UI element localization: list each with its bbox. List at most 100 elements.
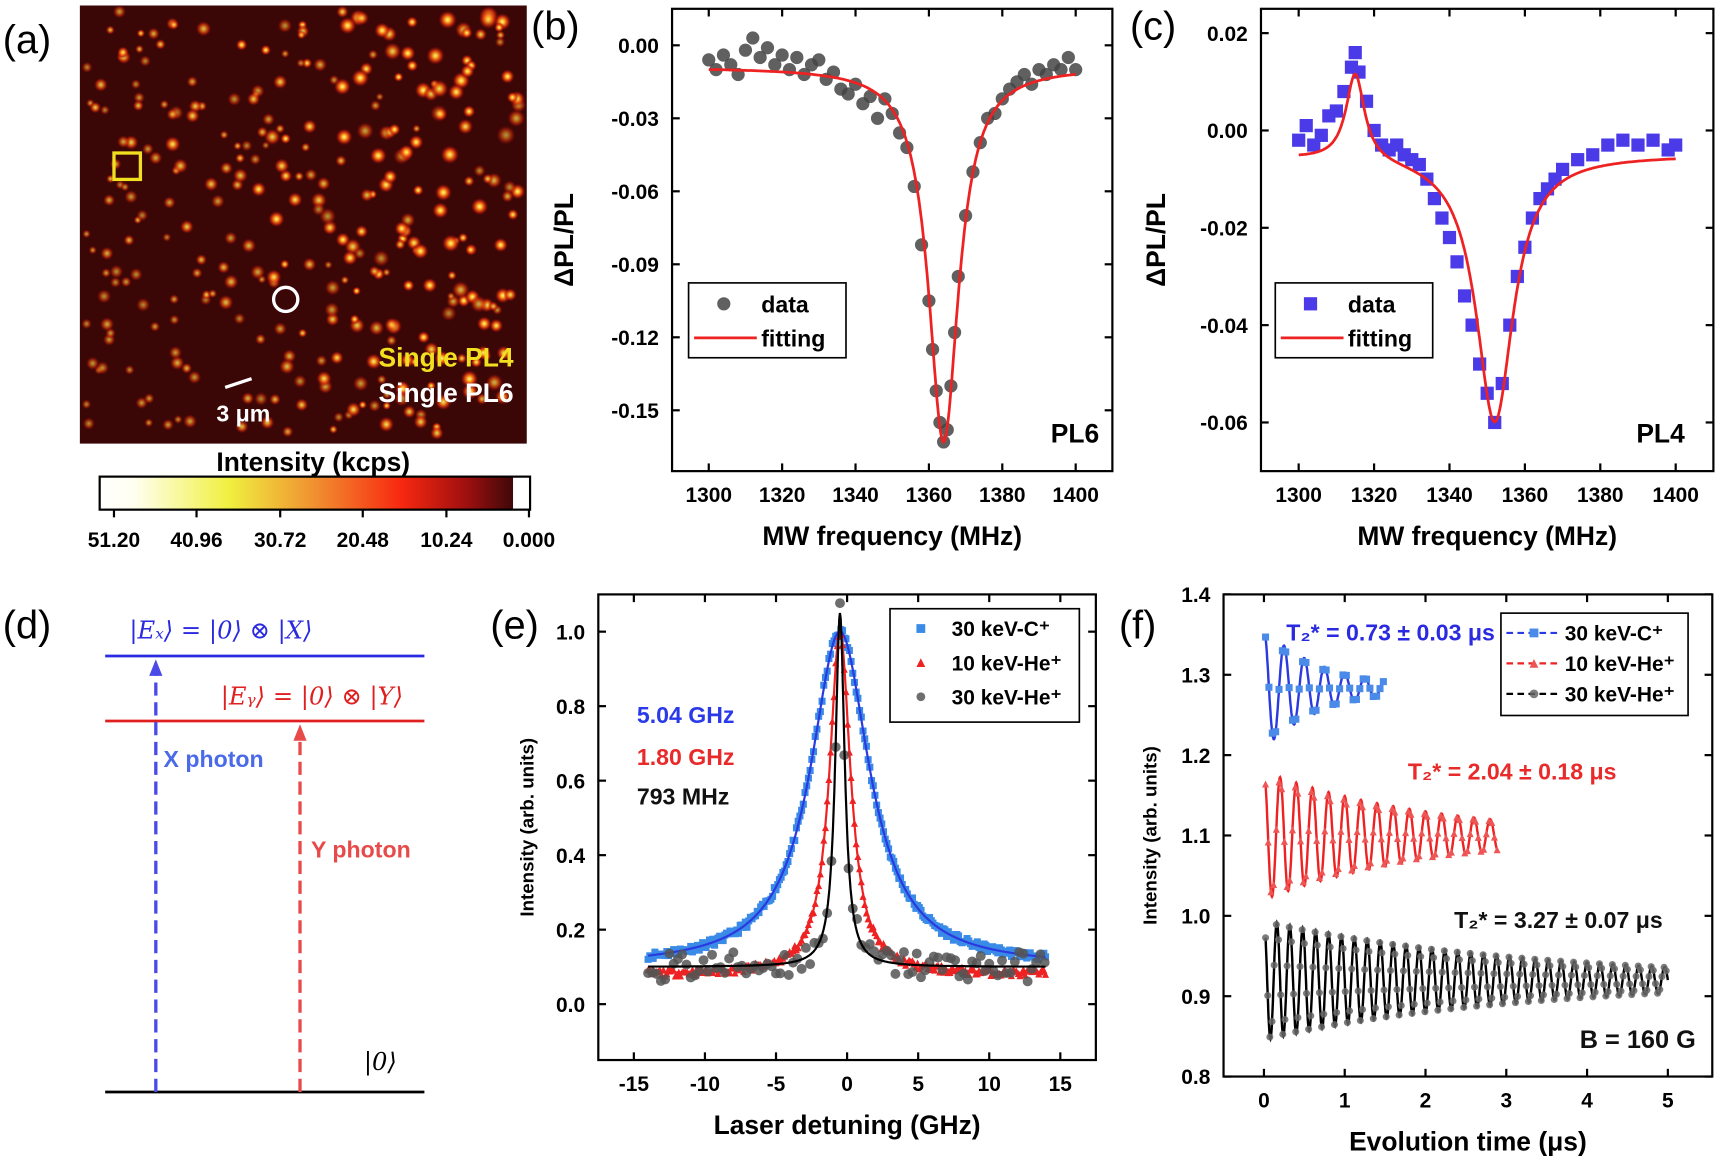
data-point	[1324, 930, 1332, 938]
pl-spot	[227, 91, 242, 107]
data-point	[746, 31, 760, 45]
x-tick-label: 0	[841, 1073, 853, 1096]
y-tick-label: 1.3	[1181, 664, 1210, 687]
data-point	[1617, 987, 1625, 995]
data-point	[702, 53, 716, 67]
pl-spot	[384, 317, 399, 332]
data-point	[1567, 971, 1575, 979]
pl-spot	[478, 10, 499, 30]
data-point	[1481, 958, 1489, 966]
x-axis-label: Laser detuning (GHz)	[714, 1110, 981, 1140]
pl-spot	[422, 277, 438, 294]
data-point	[914, 238, 929, 252]
pl-spot	[506, 91, 519, 104]
data-point	[1274, 936, 1283, 944]
x-tick-label: 1300	[1275, 484, 1322, 507]
pl-spot	[470, 356, 483, 369]
pl-spot	[168, 19, 180, 30]
data-point	[694, 965, 705, 976]
data-point	[1616, 133, 1630, 147]
y-tick-label: 1.0	[1181, 906, 1210, 929]
data-point	[1279, 1030, 1287, 1038]
colorbar-tick-label: 20.48	[337, 529, 389, 552]
data-point	[1434, 829, 1442, 837]
x-tick-label: 1400	[1652, 484, 1699, 507]
data-point	[1318, 1023, 1326, 1031]
data-point	[1280, 837, 1288, 845]
data-point	[731, 969, 739, 977]
data-point	[1423, 812, 1431, 820]
data-point	[1455, 816, 1463, 824]
pl-spot	[315, 370, 333, 387]
data-point	[702, 966, 713, 977]
data-point	[1520, 960, 1528, 968]
data-point	[1288, 826, 1297, 834]
data-point	[1479, 951, 1487, 959]
data-point	[1404, 951, 1412, 959]
pl-spot	[129, 267, 144, 282]
data-point	[781, 867, 789, 875]
level-ey-label: |Eᵧ⟩ = |0⟩ ⊗ |Y⟩	[221, 682, 403, 711]
legend	[687, 282, 847, 359]
y-tick-label: 0.9	[1181, 986, 1210, 1009]
pl-spot	[378, 416, 395, 433]
pl-spot	[413, 414, 429, 430]
data-point	[1509, 982, 1517, 990]
pl-spot	[406, 59, 419, 72]
data-point	[681, 959, 692, 970]
y-tick-label: -0.12	[611, 327, 659, 350]
data-point	[886, 950, 897, 961]
data-point	[1313, 836, 1321, 844]
pl-spot	[495, 125, 516, 146]
pl-spot	[368, 265, 381, 278]
data-point	[1369, 828, 1377, 836]
pl-spot	[280, 49, 290, 59]
data-point	[1262, 934, 1270, 942]
data-point	[839, 627, 847, 635]
data-point	[1363, 675, 1371, 683]
data-point	[1439, 814, 1447, 822]
data-point	[1656, 986, 1664, 994]
data-point	[1342, 800, 1350, 808]
ground-label: |0⟩	[364, 1048, 397, 1077]
data-point	[1322, 964, 1330, 972]
pl-spot	[300, 142, 311, 153]
data-point	[1297, 837, 1305, 845]
pl-spot	[99, 104, 111, 116]
data-point	[1550, 995, 1558, 1004]
data-point	[1524, 997, 1532, 1006]
data-point	[898, 947, 909, 958]
data-point	[1447, 1005, 1455, 1013]
data-point	[1529, 970, 1537, 978]
legend-pl6: Single PL6	[379, 378, 514, 408]
data-point	[1307, 787, 1315, 795]
pl-spot	[412, 124, 422, 134]
pl-spot	[460, 369, 479, 389]
pl-spot	[297, 328, 308, 338]
data-point	[775, 968, 786, 979]
data-point	[1352, 695, 1360, 703]
data-point	[1346, 1007, 1354, 1015]
pl-spot	[124, 364, 135, 376]
data-point	[1372, 802, 1380, 810]
colorbar-title: Intensity (kcps)	[216, 447, 410, 477]
data-point	[1318, 868, 1326, 876]
x-tick-label: 1380	[979, 484, 1026, 507]
x-tick-label: 3	[1500, 1089, 1512, 1112]
pl-spot	[340, 275, 350, 285]
pl-spot	[281, 425, 294, 438]
pl-spot	[217, 294, 234, 311]
data-point	[908, 894, 917, 902]
data-point	[1270, 880, 1278, 889]
pl-spot	[179, 219, 195, 235]
data-point	[1419, 985, 1427, 993]
data-point	[1325, 684, 1334, 692]
pl-spot	[95, 360, 110, 375]
data-point	[1611, 965, 1619, 973]
data-point	[1643, 986, 1651, 994]
pl-spot	[506, 208, 519, 221]
pl-spot	[356, 121, 375, 141]
pl-spot	[494, 36, 506, 48]
x-tick-label: -5	[767, 1073, 786, 1096]
data-point	[1282, 648, 1290, 656]
